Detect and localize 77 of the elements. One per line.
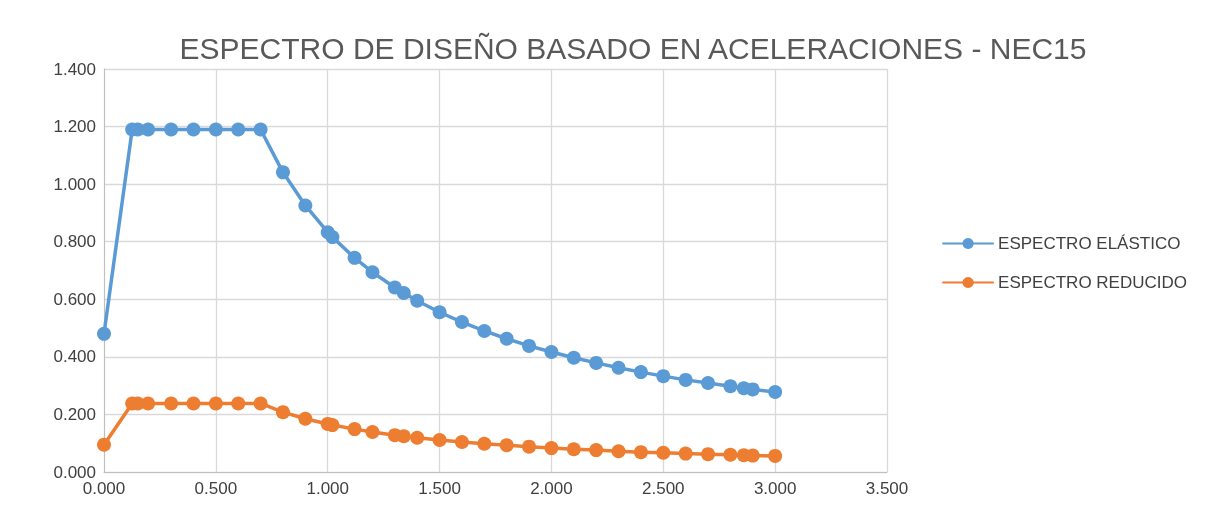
x-tick-label: 1.500 (418, 479, 461, 498)
point (208, 396, 223, 411)
point (678, 446, 693, 461)
point (396, 429, 411, 444)
point (298, 411, 313, 426)
y-tick-label: 1.400 (53, 59, 96, 79)
point (499, 331, 514, 346)
point (208, 122, 223, 137)
point (97, 437, 111, 452)
legend-label: ESPECTRO ELÁSTICO (998, 234, 1181, 253)
point (432, 433, 447, 448)
point (186, 122, 201, 137)
point (723, 379, 738, 394)
point (275, 165, 290, 180)
x-tick-label: 1.000 (306, 479, 349, 498)
point (768, 448, 783, 463)
point (231, 122, 246, 137)
point (365, 424, 380, 439)
point (477, 323, 492, 338)
point (544, 441, 559, 456)
x-tick-label: 2.000 (530, 479, 573, 498)
point (656, 445, 671, 460)
y-tick-label: 1.000 (53, 174, 96, 194)
point (768, 384, 783, 399)
y-tick-label: 1.200 (53, 117, 96, 137)
y-tick-label: 0.000 (53, 462, 96, 482)
point (365, 265, 380, 280)
point (253, 396, 268, 411)
point (566, 442, 581, 457)
point (454, 315, 469, 330)
point (566, 350, 581, 365)
point (678, 372, 693, 387)
point (396, 285, 411, 300)
point (410, 430, 425, 445)
point (633, 445, 648, 460)
point (347, 250, 362, 265)
point (432, 305, 447, 320)
x-tick-label: 0.500 (194, 479, 238, 498)
point (522, 439, 537, 454)
point (325, 230, 340, 245)
point (164, 396, 179, 411)
point (589, 443, 604, 458)
x-tick-label: 0.000 (82, 479, 126, 498)
point (97, 326, 111, 341)
point (589, 355, 604, 370)
point (611, 444, 626, 459)
point (253, 122, 268, 137)
legend-label: ESPECTRO REDUCIDO (998, 273, 1188, 292)
point (347, 422, 362, 437)
y-tick-label: 0.600 (53, 289, 96, 309)
x-tick-label: 2.500 (642, 479, 685, 498)
point (701, 376, 716, 391)
chart-title: ESPECTRO DE DISEÑO BASADO EN ACELERACIONES - NEC15 (179, 31, 1087, 65)
point (701, 447, 716, 462)
point (275, 405, 290, 420)
point (611, 360, 626, 375)
point (186, 396, 201, 411)
x-tick-label: 3.000 (753, 479, 797, 498)
point (298, 198, 313, 213)
point (141, 122, 156, 137)
point (164, 122, 179, 137)
point (231, 396, 246, 411)
y-tick-label: 0.800 (53, 232, 96, 252)
x-tick-label: 3.500 (865, 479, 909, 498)
y-tick-label: 0.400 (53, 347, 96, 367)
y-tick-label: 0.200 (53, 404, 96, 424)
point (477, 436, 492, 451)
point (499, 438, 514, 453)
point (745, 382, 760, 397)
point (522, 338, 537, 353)
point (454, 435, 469, 450)
point (410, 293, 425, 308)
point (141, 396, 156, 411)
point (723, 447, 738, 462)
point (544, 344, 559, 359)
point (633, 365, 648, 380)
point (656, 369, 671, 384)
